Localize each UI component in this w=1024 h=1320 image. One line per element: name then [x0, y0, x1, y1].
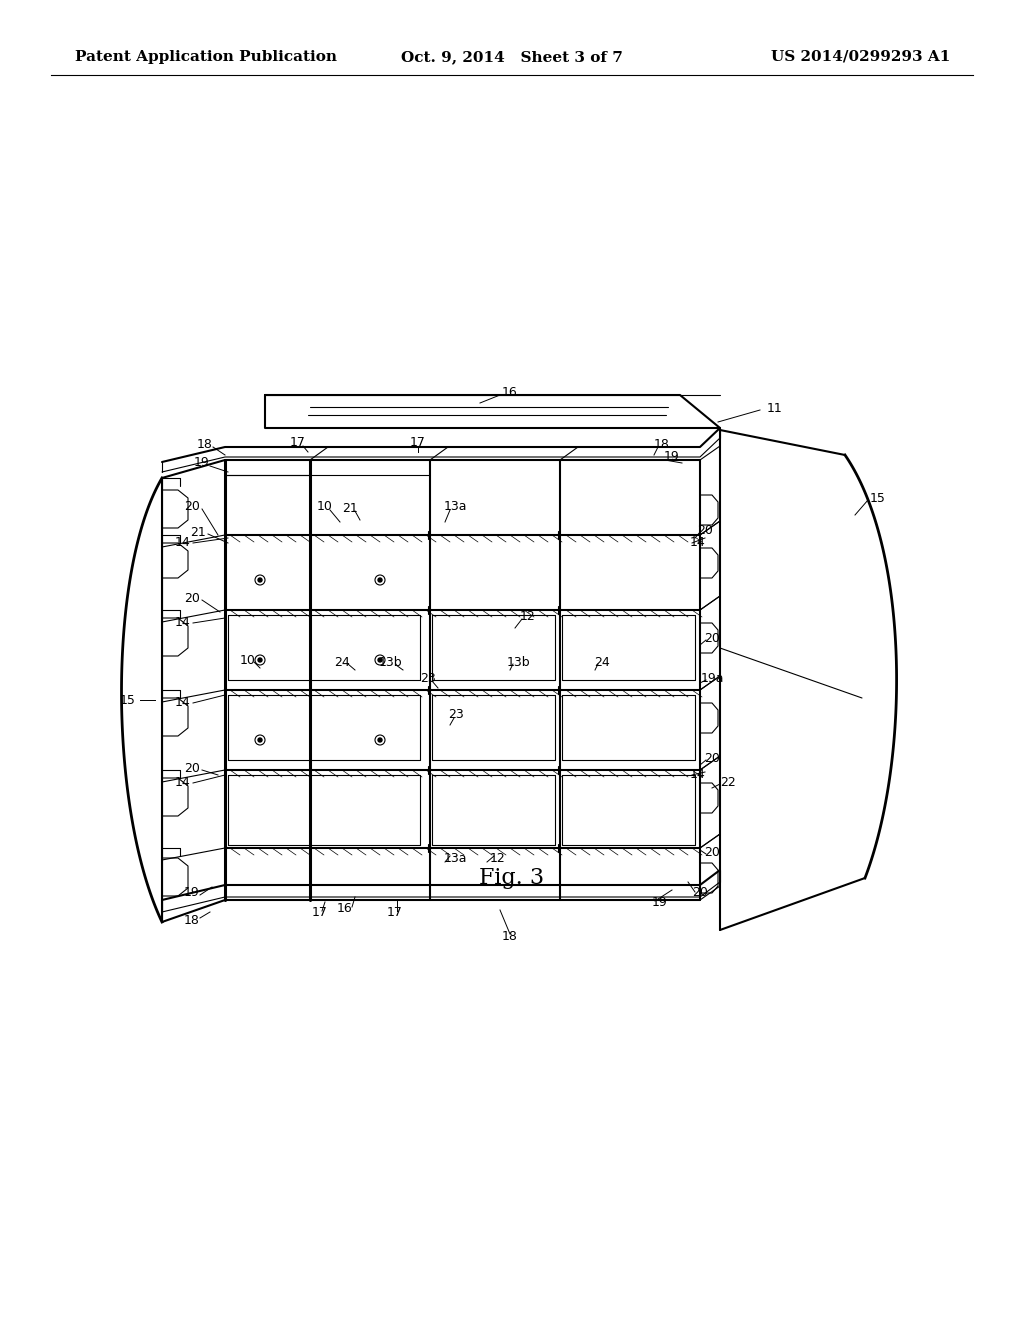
Text: US 2014/0299293 A1: US 2014/0299293 A1	[771, 50, 950, 63]
Text: 19: 19	[184, 887, 200, 899]
Circle shape	[378, 657, 382, 663]
Text: 13b: 13b	[506, 656, 529, 668]
Text: 16: 16	[502, 387, 518, 400]
Text: 15: 15	[870, 491, 886, 504]
Text: 16: 16	[337, 902, 353, 915]
Text: 14: 14	[175, 776, 190, 789]
Text: 17: 17	[410, 437, 426, 450]
Text: 14: 14	[690, 768, 706, 781]
Text: 13a: 13a	[443, 500, 467, 513]
Text: 23: 23	[449, 709, 464, 722]
Circle shape	[258, 578, 262, 582]
Text: 21: 21	[342, 502, 357, 515]
Text: 24: 24	[334, 656, 350, 668]
Text: 14: 14	[175, 697, 190, 710]
Text: 14: 14	[175, 536, 190, 549]
Text: Oct. 9, 2014   Sheet 3 of 7: Oct. 9, 2014 Sheet 3 of 7	[401, 50, 623, 63]
Text: 20: 20	[184, 500, 200, 513]
Text: 22: 22	[720, 776, 736, 789]
Text: 20: 20	[705, 846, 720, 858]
Text: 20: 20	[184, 591, 200, 605]
Text: 21: 21	[190, 525, 206, 539]
Text: 11: 11	[767, 401, 783, 414]
Text: 17: 17	[387, 907, 402, 920]
Text: 19a: 19a	[700, 672, 724, 685]
Text: 17: 17	[290, 437, 306, 450]
Text: 14: 14	[690, 536, 706, 549]
Text: 13b: 13b	[378, 656, 401, 669]
Circle shape	[378, 738, 382, 742]
Text: 12: 12	[490, 851, 506, 865]
Text: 20: 20	[705, 751, 720, 764]
Text: 24: 24	[594, 656, 610, 668]
Text: 14: 14	[175, 616, 190, 630]
Text: 20: 20	[705, 631, 720, 644]
Text: 19: 19	[652, 895, 668, 908]
Text: 19: 19	[665, 450, 680, 463]
Text: Fig. 3: Fig. 3	[479, 867, 545, 888]
Text: 10: 10	[240, 653, 256, 667]
Circle shape	[258, 657, 262, 663]
Text: 20: 20	[184, 762, 200, 775]
Text: 10: 10	[317, 500, 333, 513]
Text: 23: 23	[420, 672, 436, 685]
Text: 18: 18	[502, 931, 518, 944]
Text: 17: 17	[312, 907, 328, 920]
Circle shape	[378, 578, 382, 582]
Text: Patent Application Publication: Patent Application Publication	[75, 50, 337, 63]
Text: 12: 12	[520, 610, 536, 623]
Text: 19: 19	[195, 457, 210, 470]
Text: 18: 18	[654, 437, 670, 450]
Text: 18: 18	[184, 913, 200, 927]
Text: 13a: 13a	[443, 851, 467, 865]
Text: 18: 18	[197, 437, 213, 450]
Circle shape	[258, 738, 262, 742]
Text: 20: 20	[692, 887, 708, 899]
Text: 15: 15	[120, 693, 136, 706]
Text: 20: 20	[697, 524, 713, 536]
